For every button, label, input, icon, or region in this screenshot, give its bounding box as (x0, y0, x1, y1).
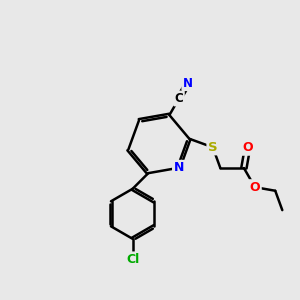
Text: C: C (175, 92, 183, 105)
Text: N: N (183, 77, 193, 90)
Text: Cl: Cl (126, 253, 139, 266)
Text: O: O (250, 181, 260, 194)
Text: O: O (242, 141, 253, 154)
Text: N: N (173, 161, 184, 174)
Text: S: S (208, 141, 218, 154)
